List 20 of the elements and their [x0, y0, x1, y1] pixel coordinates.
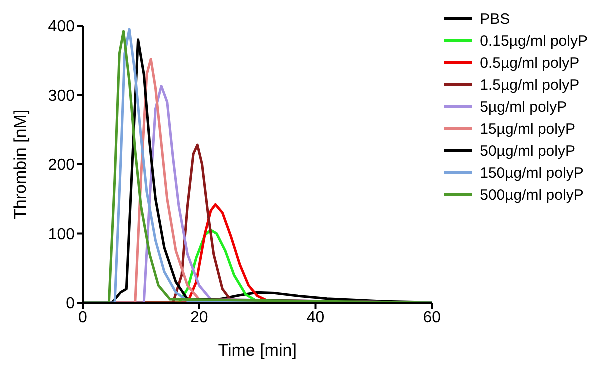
legend-label: 5µg/ml polyP: [480, 98, 568, 116]
x-axis-title: Time [min]: [218, 341, 297, 360]
x-tick-label: 0: [78, 309, 88, 326]
legend-label: 15µg/ml polyP: [480, 120, 576, 138]
legend-label: 500µg/ml polyP: [480, 186, 584, 204]
y-tick-label: 200: [48, 157, 76, 174]
legend-label: 50µg/ml polyP: [480, 142, 576, 160]
y-axis-title: Thrombin [nM]: [11, 110, 30, 220]
y-tick-label: 300: [48, 88, 76, 105]
legend-label: 1.5µg/ml polyP: [480, 76, 580, 94]
legend-label: 150µg/ml polyP: [480, 164, 584, 182]
y-tick-label: 100: [48, 226, 76, 244]
y-tick-label: 400: [48, 18, 76, 36]
x-tick-label: 40: [306, 309, 325, 326]
y-tick-label: 0: [66, 296, 76, 313]
legend-label: 0.5µg/ml polyP: [480, 54, 580, 72]
legend-label: PBS: [480, 10, 510, 28]
x-tick-label: 20: [190, 309, 208, 326]
x-tick-label: 60: [423, 309, 442, 326]
legend-label: 0.15µg/ml polyP: [480, 32, 588, 50]
